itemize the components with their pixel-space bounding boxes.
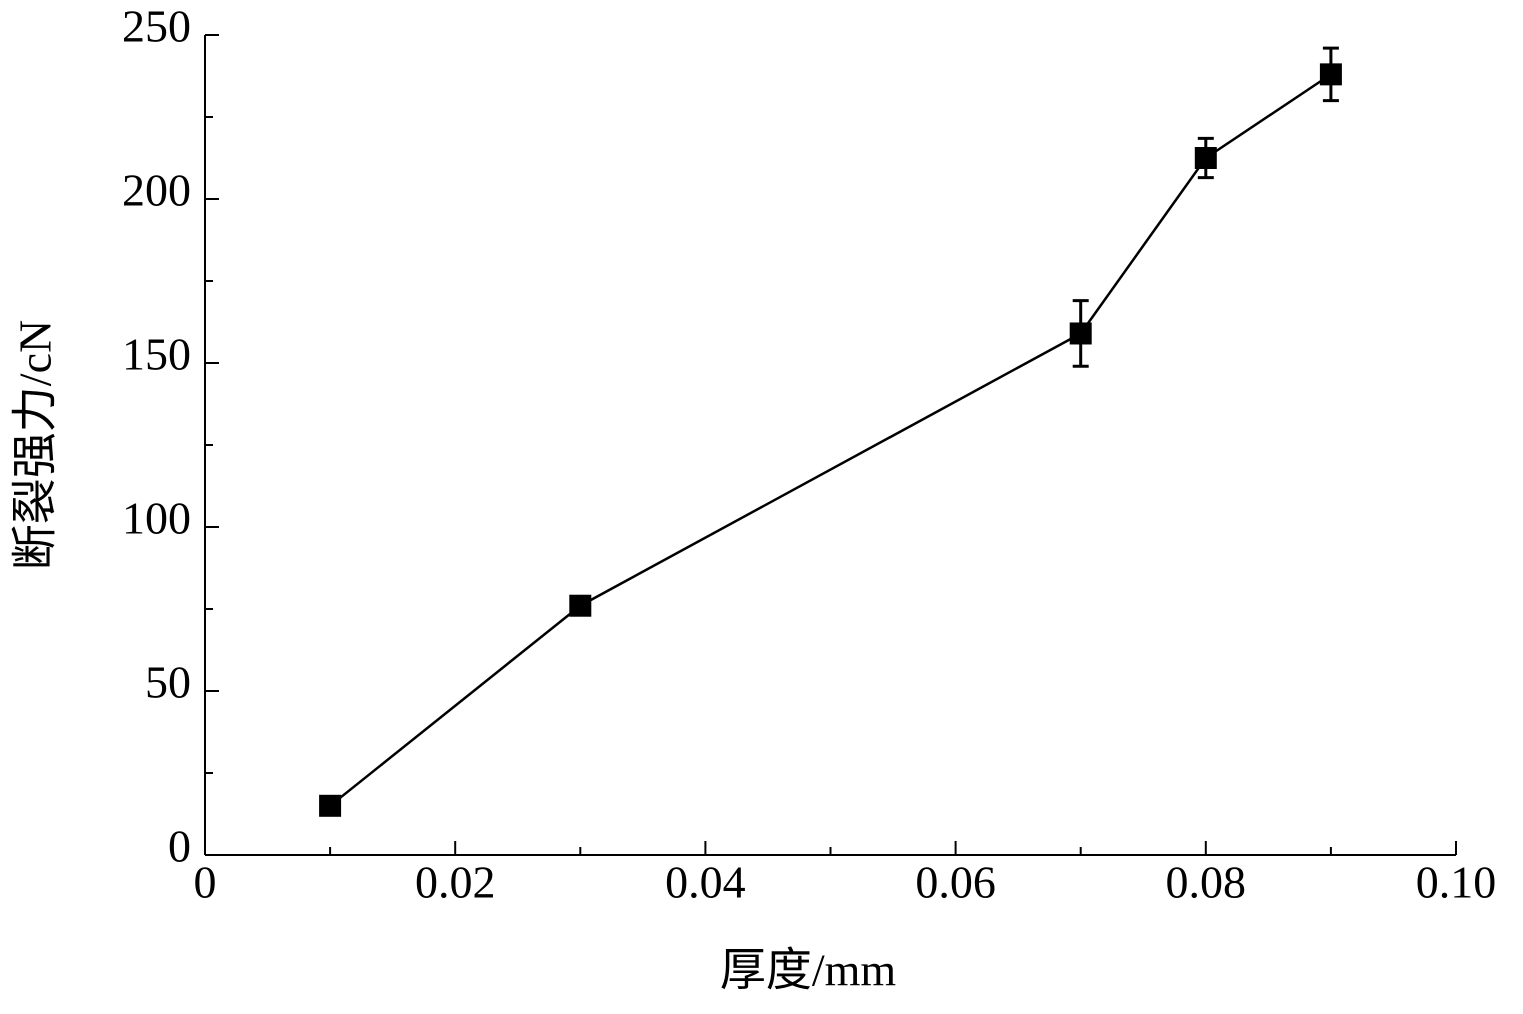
y-tick-label: 50 bbox=[145, 657, 191, 708]
y-tick-label: 100 bbox=[122, 493, 191, 544]
marker bbox=[1069, 322, 1092, 345]
y-axis-title: 断裂强力/cN bbox=[10, 320, 61, 570]
x-tick-label: 0.10 bbox=[1416, 857, 1497, 908]
marker bbox=[569, 594, 592, 617]
y-tick-label: 200 bbox=[122, 165, 191, 216]
x-tick-label: 0.04 bbox=[665, 857, 746, 908]
marker bbox=[1319, 63, 1342, 86]
series-line bbox=[329, 73, 1332, 807]
x-tick-label: 0.06 bbox=[915, 857, 996, 908]
x-tick-label: 0.08 bbox=[1166, 857, 1247, 908]
marker bbox=[319, 794, 342, 817]
x-tick-label: 0 bbox=[194, 857, 217, 908]
y-tick-label: 150 bbox=[122, 329, 191, 380]
x-axis-title: 厚度/mm bbox=[720, 945, 897, 996]
y-tick-label: 250 bbox=[122, 1, 191, 52]
marker bbox=[1194, 147, 1217, 169]
y-tick-label: 0 bbox=[168, 821, 191, 872]
x-tick-label: 0.02 bbox=[415, 857, 496, 908]
